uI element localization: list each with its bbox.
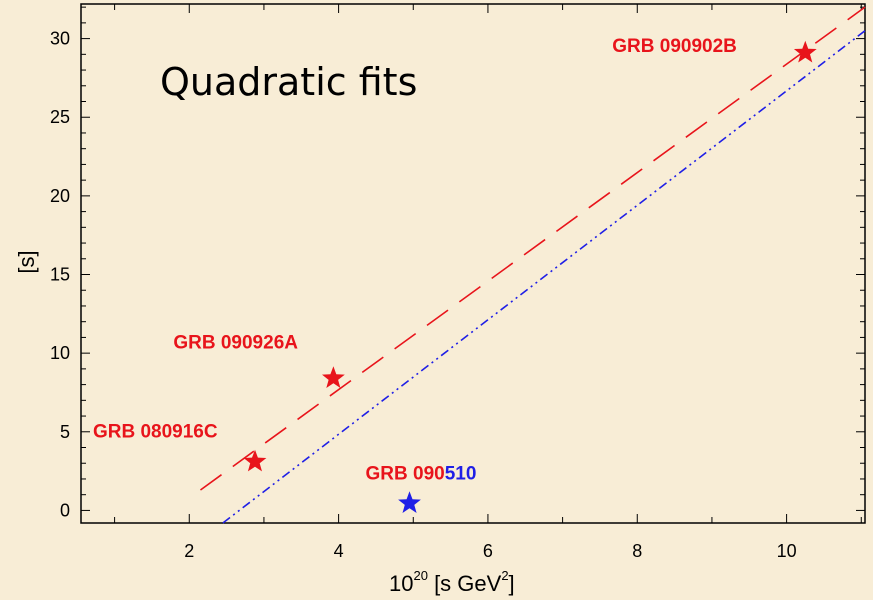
x-axis-label-square: 2	[501, 568, 508, 583]
x-tick-label: 10	[777, 541, 797, 561]
star-marker	[793, 40, 817, 63]
y-tick-label: 10	[50, 343, 70, 363]
point-label: GRB 090510	[366, 463, 477, 484]
x-axis-label-units: [s GeV	[428, 571, 502, 596]
star-marker	[243, 449, 267, 472]
point-label: GRB 090926A	[173, 332, 298, 353]
data-points	[243, 40, 817, 513]
y-tick-label: 30	[50, 29, 70, 49]
point-label-prefix: GRB 090	[366, 463, 445, 484]
chart-title: Quadratic fits	[160, 60, 417, 104]
y-tick-label: 0	[60, 500, 70, 520]
x-axis-label-base: 10	[389, 571, 413, 596]
x-tick-label: 2	[184, 541, 194, 561]
x-axis-label: 1020 [s GeV2]	[389, 568, 515, 596]
y-axis-label: [s]	[14, 250, 39, 273]
x-tick-label: 8	[632, 541, 642, 561]
point-labels: GRB 080916C GRB 090926A GRB 090902B GRB 090…	[93, 36, 737, 485]
y-tick-label: 25	[50, 107, 70, 127]
fit-line-blue	[222, 30, 866, 524]
fit-line-red	[199, 6, 866, 491]
star-marker	[322, 366, 345, 388]
x-axis-label-exponent: 20	[413, 568, 427, 583]
x-tick-label: 6	[483, 541, 493, 561]
plot-frame	[80, 3, 866, 524]
point-label-suffix: 510	[445, 463, 477, 484]
x-tick-label: 4	[334, 541, 344, 561]
x-axis-label-close: ]	[509, 571, 515, 596]
point-label: GRB 090902B	[612, 36, 737, 57]
fit-lines	[199, 6, 866, 524]
y-tick-label: 20	[50, 186, 70, 206]
star-marker	[398, 491, 421, 513]
y-tick-label: 5	[60, 422, 70, 442]
point-label: GRB 080916C	[93, 422, 218, 443]
y-tick-label: 15	[50, 265, 70, 285]
